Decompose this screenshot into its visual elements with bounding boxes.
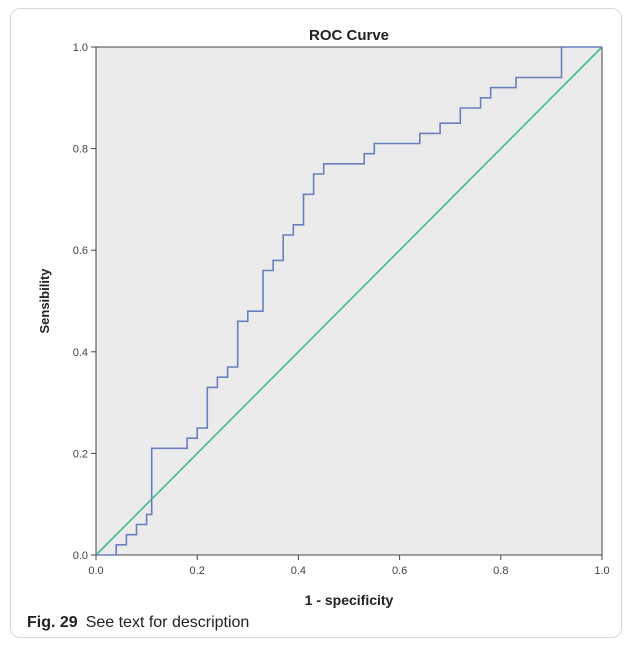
x-tick-label: 0.8 [493, 565, 508, 577]
roc-chart: 0.0 0.2 0.4 0.6 0.8 1.0 0.0 0.2 0.4 0.6 0.8 1.0 RO… [37, 27, 610, 608]
figure-number: Fig. 29 [27, 614, 78, 631]
y-tick-label: 0.6 [73, 245, 88, 257]
x-tick-label: 0.0 [88, 565, 103, 577]
x-axis-label: 1 - specificity [305, 592, 394, 608]
x-tick-label: 1.0 [594, 565, 609, 577]
figure-caption: Fig. 29 See text for description [27, 614, 249, 632]
chart-title: ROC Curve [309, 27, 389, 44]
y-axis-label: Sensibility [37, 268, 52, 334]
roc-curve-line [96, 46, 602, 556]
y-tick-label: 0.8 [73, 144, 88, 156]
diagonal-reference-line [95, 46, 603, 556]
y-tick-label: 0.2 [73, 448, 88, 460]
x-tick-label: 0.4 [291, 565, 306, 577]
y-tick-label: 0.4 [73, 347, 88, 359]
figure-frame: 0.0 0.2 0.4 0.6 0.8 1.0 0.0 0.2 0.4 0.6 0.8 1.0 RO… [10, 8, 622, 638]
x-tick-label: 0.2 [190, 565, 205, 577]
caption-text: See text for description [85, 614, 250, 631]
x-tick-label: 0.6 [392, 565, 407, 577]
y-tick-label: 1.0 [73, 42, 88, 54]
y-tick-label: 0.0 [73, 550, 88, 562]
x-axis-ticks: 0.0 0.2 0.4 0.6 0.8 1.0 [88, 555, 610, 577]
y-axis-ticks: 0.0 0.2 0.4 0.6 0.8 1.0 [73, 42, 96, 562]
